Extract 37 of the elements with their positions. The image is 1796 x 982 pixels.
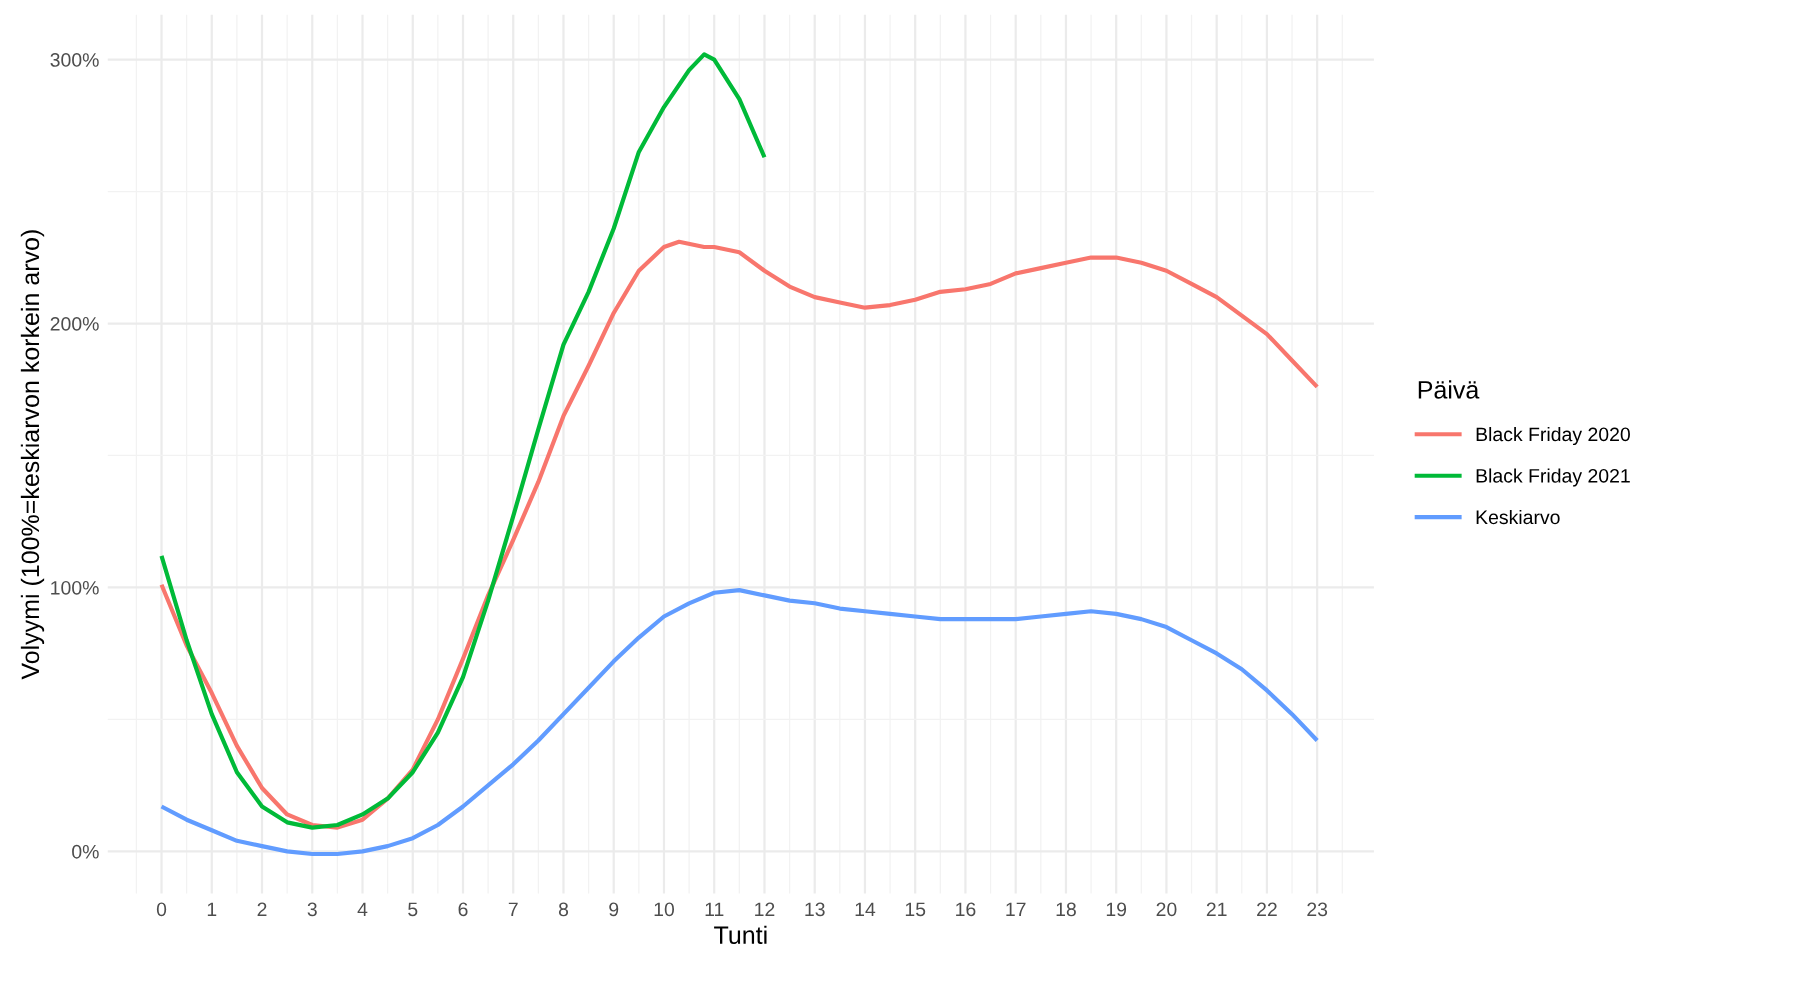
line-series [159, 588, 1320, 857]
x-tick-label: 10 [654, 902, 675, 917]
x-tick-label: 17 [1006, 902, 1026, 917]
line-series [159, 239, 1320, 830]
x-tick-label: 1 [207, 902, 217, 917]
x-tick-label: 15 [905, 902, 926, 917]
x-tick-label: 11 [705, 902, 724, 917]
x-tick-label: 7 [508, 902, 518, 917]
legend-label: Black Friday 2020 [1476, 426, 1630, 446]
x-tick-label: 19 [1106, 902, 1127, 917]
x-tick-label: 9 [609, 902, 619, 917]
y-tick-label: 300% [50, 53, 99, 67]
y-tick-label: 200% [50, 317, 99, 331]
y-axis-title: Volyymi (100%=keskiarvon korkein arvo) [20, 230, 45, 680]
x-tick-label: 3 [307, 902, 317, 917]
x-tick-label: 14 [855, 902, 876, 917]
x-axis-title: Tunti [714, 925, 767, 944]
y-tick-label: 100% [51, 580, 99, 595]
x-tick-label: 20 [1156, 902, 1177, 917]
legend-label: Keskiarvo [1476, 509, 1560, 525]
x-tick-label: 0 [156, 902, 167, 917]
x-tick-label: 18 [1056, 902, 1076, 917]
x-tick-label: 16 [956, 902, 976, 917]
x-tick-label: 6 [458, 902, 468, 917]
x-tick-label: 5 [408, 902, 418, 917]
legend-title: Päivä [1418, 380, 1480, 399]
y-tick-label: 0% [72, 844, 99, 859]
x-tick-label: 12 [755, 902, 775, 917]
x-tick-label: 2 [257, 902, 267, 917]
x-tick-label: 13 [805, 902, 825, 917]
legend-label: Black Friday 2021 [1476, 468, 1630, 487]
x-tick-label: 8 [558, 902, 569, 917]
x-tick-label: 4 [357, 902, 368, 917]
line-series [159, 52, 767, 830]
x-tick-label: 23 [1307, 902, 1328, 917]
x-tick-label: 21 [1206, 902, 1227, 917]
x-tick-label: 22 [1257, 902, 1277, 917]
